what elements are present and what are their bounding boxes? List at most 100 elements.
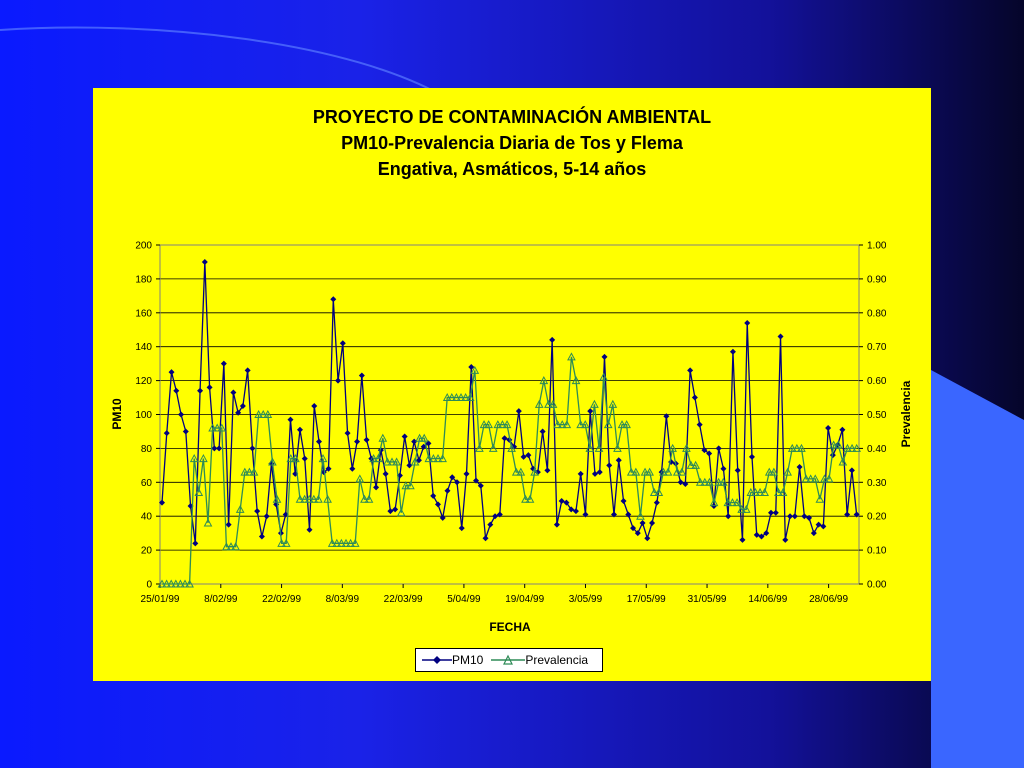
x-tick-label: 31/05/99 xyxy=(688,594,727,605)
data-point-prevalencia xyxy=(323,494,332,503)
data-point-pm10 xyxy=(720,465,727,472)
data-point-pm10 xyxy=(244,367,251,374)
data-point-prevalencia xyxy=(470,365,480,374)
data-point-pm10 xyxy=(601,353,608,360)
data-point-pm10 xyxy=(706,450,713,457)
y2-tick-label: 1.00 xyxy=(867,241,887,252)
x-tick-label: 14/06/99 xyxy=(748,594,787,605)
x-axis-title: FECHA xyxy=(489,620,531,634)
data-point-pm10 xyxy=(168,369,175,376)
data-point-prevalencia xyxy=(291,454,300,463)
y2-axis-ticks: 0.00 0.10 0.20 0.30 0.40 0.50 0.60 0.70 0.80 0.90… xyxy=(859,241,887,591)
data-point-pm10 xyxy=(591,470,598,477)
data-point-pm10 xyxy=(653,499,660,506)
data-point-pm10 xyxy=(539,428,546,435)
y2-tick-label: 0.70 xyxy=(867,342,887,353)
data-point-prevalencia xyxy=(663,467,673,476)
data-point-pm10 xyxy=(354,438,361,445)
data-point-prevalencia xyxy=(571,376,581,385)
data-point-prevalencia xyxy=(507,443,516,452)
data-point-prevalencia xyxy=(410,457,420,466)
data-point-pm10 xyxy=(796,464,803,471)
data-point-prevalencia xyxy=(548,399,558,408)
data-point-prevalencia xyxy=(373,454,383,463)
data-point-pm10 xyxy=(306,526,313,533)
data-point-prevalencia xyxy=(456,392,466,402)
data-point-pm10 xyxy=(644,535,651,542)
data-point-prevalencia xyxy=(714,477,723,486)
data-point-prevalencia xyxy=(695,477,705,486)
data-point-prevalencia xyxy=(521,494,530,503)
data-point-prevalencia xyxy=(544,399,553,408)
data-point-prevalencia xyxy=(406,481,415,490)
data-point-prevalencia xyxy=(806,474,815,483)
data-point-prevalencia xyxy=(318,454,328,463)
data-point-pm10 xyxy=(163,430,170,437)
y-tick-label: 60 xyxy=(141,478,153,489)
data-point-pm10 xyxy=(734,467,741,474)
data-point-pm10 xyxy=(639,519,646,526)
y2-tick-label: 0.90 xyxy=(867,274,887,285)
data-point-pm10 xyxy=(549,336,556,343)
data-point-prevalencia xyxy=(332,538,342,547)
y-tick-label: 140 xyxy=(135,342,152,353)
x-tick-label: 22/02/99 xyxy=(262,594,301,605)
data-point-pm10 xyxy=(839,426,846,433)
y-tick-label: 0 xyxy=(146,580,152,591)
data-point-pm10 xyxy=(473,477,480,484)
data-point-prevalencia xyxy=(585,443,595,452)
data-point-pm10 xyxy=(487,521,494,528)
data-point-prevalencia xyxy=(484,420,493,429)
data-point-prevalencia xyxy=(337,538,346,547)
data-point-prevalencia xyxy=(810,474,820,483)
data-point-pm10 xyxy=(296,426,303,433)
data-point-pm10 xyxy=(197,387,204,394)
data-point-pm10 xyxy=(192,540,199,547)
data-point-pm10 xyxy=(482,535,489,542)
data-point-prevalencia xyxy=(590,399,599,408)
data-point-prevalencia xyxy=(797,443,806,452)
data-point-prevalencia xyxy=(668,443,677,452)
data-point-pm10 xyxy=(701,447,708,454)
data-point-pm10 xyxy=(515,408,522,415)
data-point-prevalencia xyxy=(820,474,829,483)
data-point-pm10 xyxy=(558,497,565,504)
data-point-prevalencia xyxy=(396,508,406,517)
data-point-prevalencia xyxy=(240,467,250,476)
data-point-pm10 xyxy=(339,340,346,347)
data-point-prevalencia xyxy=(194,487,204,496)
y2-tick-label: 0.10 xyxy=(867,546,887,557)
y-axis-ticks: 0 20 40 60 80 100 120 140 160 180 200 xyxy=(135,241,160,591)
data-point-pm10 xyxy=(425,440,432,447)
data-point-pm10 xyxy=(453,479,460,486)
data-point-prevalencia xyxy=(222,542,231,551)
data-point-prevalencia xyxy=(576,420,585,429)
data-point-pm10 xyxy=(316,438,323,445)
data-point-prevalencia xyxy=(530,467,539,476)
data-point-pm10 xyxy=(492,513,499,520)
data-point-prevalencia xyxy=(645,467,654,476)
data-point-prevalencia xyxy=(728,498,737,507)
data-point-prevalencia xyxy=(295,494,305,503)
data-point-prevalencia xyxy=(815,494,825,503)
data-point-prevalencia xyxy=(442,392,452,402)
data-point-pm10 xyxy=(225,521,232,528)
data-point-prevalencia xyxy=(525,494,535,503)
data-point-pm10 xyxy=(663,413,670,420)
data-point-pm10 xyxy=(748,453,755,460)
data-point-pm10 xyxy=(206,384,213,391)
data-point-prevalencia xyxy=(751,487,760,496)
data-point-prevalencia xyxy=(461,392,470,402)
data-point-pm10 xyxy=(520,453,527,460)
data-point-pm10 xyxy=(782,536,789,543)
data-point-prevalencia xyxy=(594,443,604,452)
chart-title: PROYECTO DE CONTAMINACIÓN AMBIENTAL xyxy=(312,107,712,127)
data-point-pm10 xyxy=(501,435,508,442)
data-point-prevalencia xyxy=(392,457,401,466)
legend-prevalencia-marker xyxy=(491,654,526,665)
data-point-pm10 xyxy=(468,364,475,371)
data-point-prevalencia xyxy=(488,443,498,452)
data-point-pm10 xyxy=(216,445,223,452)
x-tick-label: 22/03/99 xyxy=(384,594,423,605)
data-point-prevalencia xyxy=(852,443,861,452)
